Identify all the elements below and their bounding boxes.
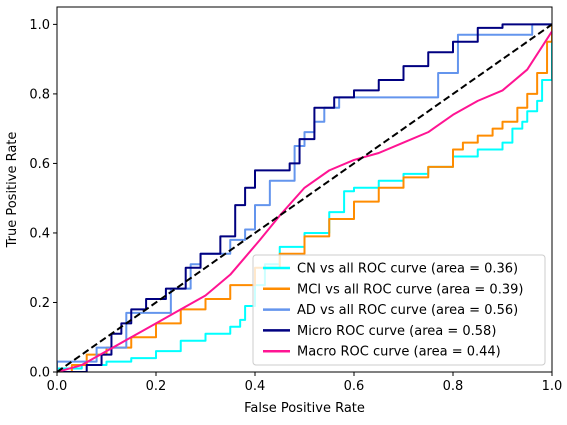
series-layer: [56, 23, 553, 373]
y-tick-label: 0.2: [29, 296, 50, 311]
x-tick-label: 1.0: [542, 379, 563, 394]
series-line-2: [57, 24, 552, 372]
x-tick-label: 0.6: [344, 379, 365, 394]
y-tick-label: 0.6: [29, 157, 50, 172]
x-tick-label: 0.0: [47, 379, 68, 394]
y-tick-label: 0.8: [29, 87, 50, 102]
y-axis-label: True Positive Rate: [5, 132, 20, 249]
series-line-5: [57, 30, 552, 372]
y-tick-label: 1.0: [29, 18, 50, 33]
legend-items: CN vs all ROC curve (area = 0.36) MCI vs …: [263, 262, 523, 360]
x-tick-label: 0.8: [443, 379, 464, 394]
legend-label: AD vs all ROC curve (area = 0.56): [297, 303, 518, 318]
legend-box: [252, 254, 546, 366]
y-tick-label: 0.4: [29, 226, 50, 241]
legend: CN vs all ROC curve (area = 0.36) MCI vs …: [252, 254, 546, 366]
y-tick-label: 0.0: [29, 366, 50, 381]
ticks-layer: 0.0 0.2 0.4 0.6 0.8 1.0 0.0 0.2 0.4 0.6 0.8 1.0: [29, 18, 562, 394]
chance-diagonal-line: [56, 23, 553, 373]
plot-frame: [56, 6, 553, 373]
legend-label: MCI vs all ROC curve (area = 0.39): [297, 282, 523, 297]
series-line-3: [57, 23, 552, 372]
legend-label: Micro ROC curve (area = 0.58): [297, 324, 496, 339]
x-tick-label: 0.2: [146, 379, 167, 394]
legend-label: Macro ROC curve (area = 0.44): [297, 345, 501, 360]
legend-label: CN vs all ROC curve (area = 0.36): [297, 262, 518, 277]
x-axis-label: False Positive Rate: [244, 401, 365, 416]
x-tick-label: 0.4: [245, 379, 266, 394]
